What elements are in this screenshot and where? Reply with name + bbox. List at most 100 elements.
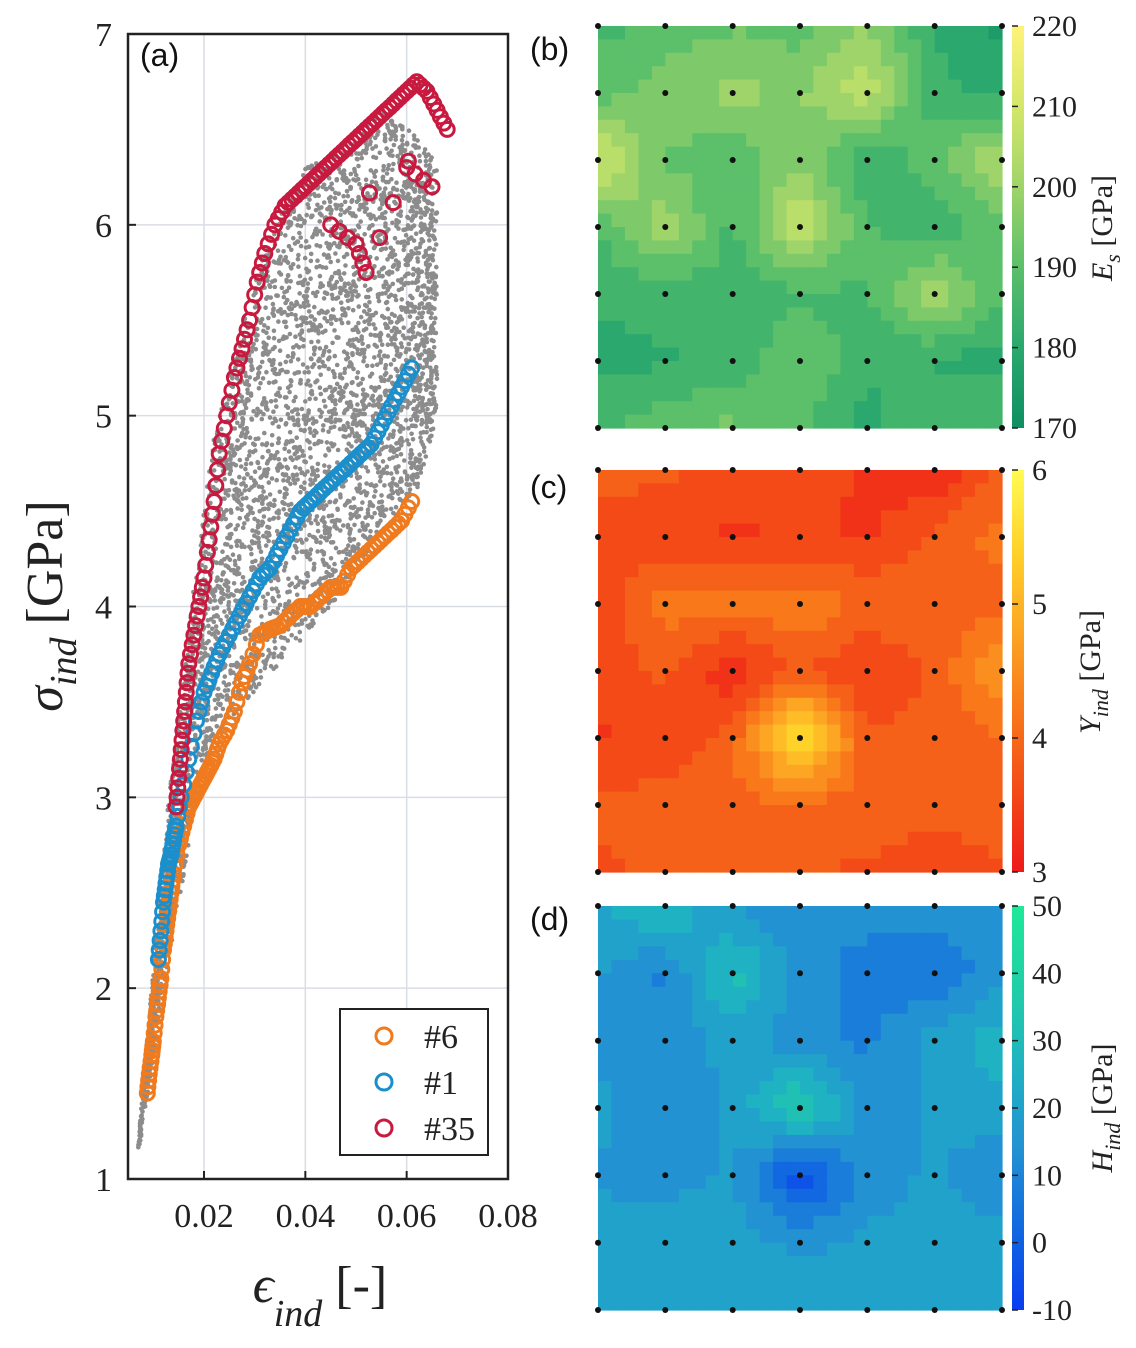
cloud-point: [415, 256, 420, 261]
cloud-point: [413, 231, 419, 236]
cloud-point: [421, 445, 427, 450]
contour-cell: [665, 52, 680, 67]
cloud-point: [401, 325, 407, 331]
cloud-point: [408, 451, 413, 457]
contour-cell: [948, 146, 963, 161]
contour-cell: [746, 26, 761, 40]
cloud-point: [274, 477, 280, 483]
cloud-point: [322, 348, 327, 354]
contour-cell: [988, 106, 1003, 121]
cloud-point: [270, 361, 276, 366]
cloud-point: [415, 348, 420, 353]
cloud-point: [295, 370, 300, 375]
contour-cell: [624, 93, 639, 107]
cloud-point: [284, 288, 290, 294]
cloud-point: [393, 297, 399, 303]
cloud-point: [244, 457, 250, 462]
contour-cell: [598, 66, 613, 81]
cloud-point: [294, 316, 299, 322]
cloud-point: [240, 525, 246, 530]
cloud-point: [380, 246, 385, 252]
cloud-point: [354, 486, 359, 492]
cloud-point: [328, 540, 334, 545]
cloud-point: [402, 243, 407, 249]
cloud-point: [429, 287, 435, 293]
cloud-point: [392, 325, 397, 331]
cloud-point: [256, 539, 262, 545]
cloud-point: [359, 155, 365, 161]
cloud-point: [205, 618, 211, 623]
cloud-point: [207, 737, 212, 743]
cloud-point: [432, 296, 438, 302]
cloud-point: [381, 470, 386, 476]
cloud-point: [286, 220, 291, 225]
cloud-point: [295, 411, 301, 417]
contour-cell: [705, 173, 720, 188]
cloud-point: [198, 650, 204, 656]
cloud-point: [406, 128, 412, 133]
contour-cell: [638, 79, 653, 94]
cloud-point: [239, 581, 245, 586]
contour-cell: [638, 133, 653, 148]
contour-cell: [692, 106, 707, 121]
cloud-point: [308, 520, 314, 526]
cloud-point: [293, 334, 298, 340]
contour-cell: [651, 186, 666, 201]
cloud-point: [390, 476, 396, 482]
contour-cell: [719, 186, 734, 201]
cloud-point: [285, 589, 290, 595]
cloud-point: [294, 575, 300, 580]
cloud-point: [206, 623, 211, 629]
cloud-point: [214, 578, 219, 584]
cloud-point: [404, 271, 410, 277]
cloud-point: [243, 405, 249, 411]
cloud-point: [294, 456, 300, 461]
cloud-point: [364, 481, 369, 486]
contour-cell: [692, 146, 707, 161]
cloud-point: [227, 471, 233, 477]
cloud-point: [356, 338, 362, 344]
cloud-point: [265, 449, 271, 454]
cloud-point: [412, 320, 418, 326]
cloud-point: [255, 333, 260, 338]
cloud-point: [256, 523, 261, 528]
contour-cell: [773, 52, 788, 67]
cloud-point: [416, 194, 422, 200]
cloud-point: [297, 466, 303, 472]
contour-cell: [867, 119, 882, 134]
cloud-point: [259, 316, 265, 322]
cloud-point: [354, 439, 359, 444]
contour-cell: [705, 26, 720, 40]
cloud-point: [264, 535, 270, 540]
contour-cell: [907, 39, 922, 54]
contour-cell: [826, 173, 841, 188]
cloud-point: [349, 380, 355, 386]
cloud-point: [302, 459, 307, 464]
panel-a-label: (a): [140, 37, 179, 73]
cloud-point: [300, 448, 305, 454]
contour-cell: [665, 39, 680, 54]
cloud-point: [400, 133, 406, 139]
contour-cell: [732, 119, 747, 134]
contour-cell: [624, 186, 639, 201]
cloud-point: [279, 285, 285, 291]
cloud-point: [431, 410, 436, 415]
contour-cell: [705, 93, 720, 107]
cloud-point: [328, 425, 334, 431]
contour-cell: [705, 106, 720, 121]
cloud-point: [272, 366, 278, 372]
x-axis-label: ϵind [-]: [253, 1257, 387, 1335]
cloud-point: [425, 199, 431, 204]
cloud-point: [356, 163, 361, 169]
cloud-point: [338, 275, 343, 281]
cloud-point: [213, 706, 219, 711]
cloud-point: [307, 532, 312, 538]
cloud-point: [237, 474, 242, 480]
cloud-point: [310, 213, 315, 219]
cloud-point: [253, 558, 258, 564]
contour-cell: [961, 66, 976, 81]
cloud-point: [318, 534, 324, 539]
cloud-point: [296, 280, 301, 286]
cloud-point: [269, 586, 275, 592]
cloud-point: [419, 221, 424, 226]
